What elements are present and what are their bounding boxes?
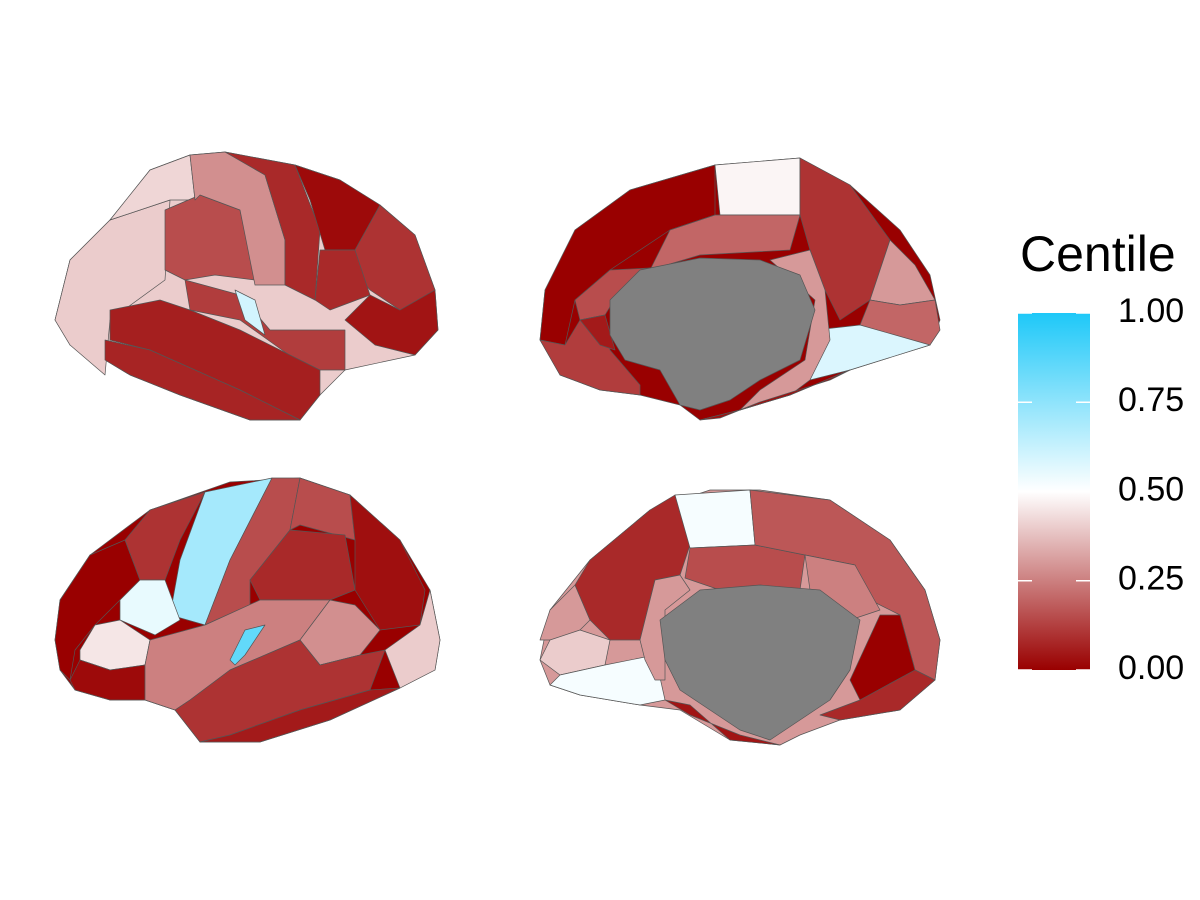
brain-region <box>799 157 891 321</box>
colorbar-tick-label: 0.50 <box>1118 470 1184 508</box>
brain-region <box>314 249 371 311</box>
brain-region <box>199 687 401 743</box>
brain-region <box>109 299 321 421</box>
legend-title: Centile <box>1020 226 1176 282</box>
brain-views <box>54 151 941 746</box>
medial-wall <box>609 257 816 411</box>
brain-region <box>224 151 321 301</box>
brain-region <box>229 624 266 666</box>
brain-view <box>539 157 941 421</box>
brain-region <box>344 289 439 356</box>
brain-region <box>579 314 616 351</box>
brain-region <box>539 314 641 396</box>
brain-view <box>54 151 439 421</box>
medial-wall <box>659 584 861 741</box>
colorbar-tick-label: 0.25 <box>1118 560 1184 598</box>
brain-region <box>104 339 301 421</box>
brain-region <box>54 199 171 376</box>
colorbar-tick-label: 1.00 <box>1118 292 1184 330</box>
legend: Centile 0.00 0.25 0.50 0.75 1.00 <box>1018 226 1184 687</box>
brain-region <box>664 699 781 746</box>
brain-region <box>819 669 936 721</box>
colorbar-tick-label: 0.00 <box>1118 649 1184 687</box>
brain-view <box>54 477 441 743</box>
brain-view <box>539 489 941 746</box>
brain-region <box>699 369 851 421</box>
colorbar-tick-label: 0.75 <box>1118 381 1184 419</box>
brain-region <box>804 554 881 621</box>
brain-region <box>289 477 356 541</box>
brain-region <box>234 289 266 336</box>
brain-region <box>349 494 426 631</box>
brain-region <box>714 157 801 216</box>
